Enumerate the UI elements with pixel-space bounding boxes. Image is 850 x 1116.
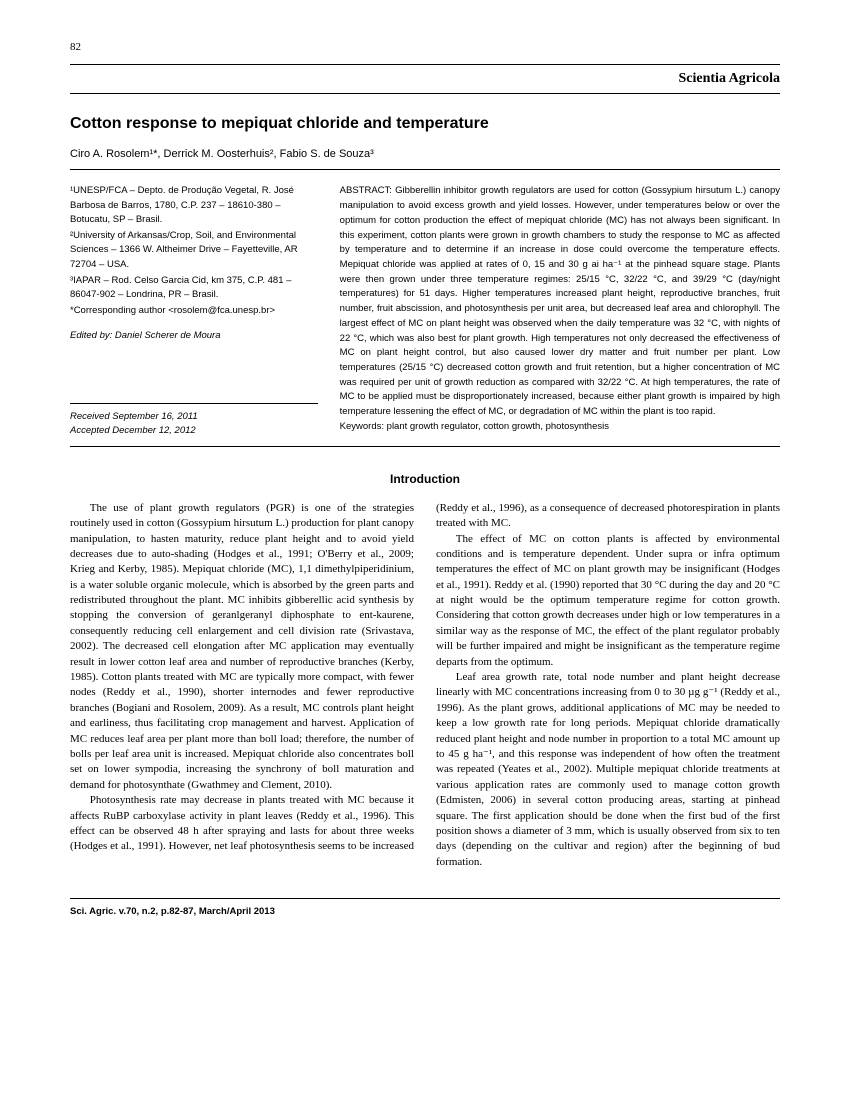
intro-paragraph-1: The use of plant growth regulators (PGR)… [70,501,414,793]
affiliations-column: ¹UNESP/FCA – Depto. de Produção Vegetal,… [70,184,318,438]
intro-paragraph-3: The effect of MC on cotton plants is aff… [436,532,780,671]
page-footer-citation: Sci. Agric. v.70, n.2, p.82-87, March/Ap… [70,898,780,919]
corresponding-author: *Corresponding author <rosolem@fca.unesp… [70,304,318,318]
accepted-date: Accepted December 12, 2012 [70,424,318,438]
received-date: Received September 16, 2011 [70,410,318,424]
journal-name-header: Scientia Agricola [70,64,780,94]
body-text-columns: The use of plant growth regulators (PGR)… [70,501,780,870]
affiliation-2: ²University of Arkansas/Crop, Soil, and … [70,229,318,272]
section-heading-introduction: Introduction [70,471,780,488]
horizontal-rule [70,446,780,447]
article-title: Cotton response to mepiquat chloride and… [70,112,780,135]
affiliation-3: ³IAPAR – Rod. Celso Garcia Cid, km 375, … [70,274,318,303]
horizontal-rule [70,169,780,170]
keywords: Keywords: plant growth regulator, cotton… [340,420,780,435]
abstract-column: ABSTRACT: Gibberellin inhibitor growth r… [340,184,780,438]
editor-note: Edited by: Daniel Scherer de Moura [70,329,318,343]
dates-block: Received September 16, 2011 Accepted Dec… [70,403,318,439]
author-list: Ciro A. Rosolem¹*, Derrick M. Oosterhuis… [70,147,780,163]
page-number: 82 [70,40,780,56]
abstract-text: ABSTRACT: Gibberellin inhibitor growth r… [340,185,780,417]
intro-paragraph-4: Leaf area growth rate, total node number… [436,670,780,870]
affiliation-1: ¹UNESP/FCA – Depto. de Produção Vegetal,… [70,184,318,227]
meta-abstract-container: ¹UNESP/FCA – Depto. de Produção Vegetal,… [70,184,780,438]
